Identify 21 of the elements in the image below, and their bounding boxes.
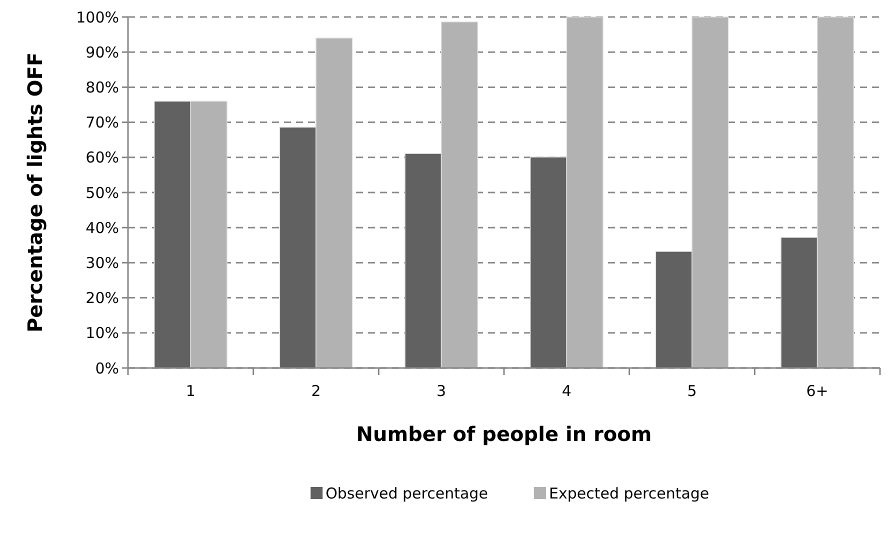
y-tick-label: 50% bbox=[86, 184, 119, 202]
y-tick-label: 100% bbox=[76, 8, 119, 26]
x-tick-label: 3 bbox=[436, 382, 446, 400]
y-tick-label: 10% bbox=[86, 324, 119, 342]
y-tick-label: 0% bbox=[95, 359, 119, 378]
legend-label: Expected percentage bbox=[549, 484, 710, 502]
y-tick-label: 70% bbox=[86, 114, 119, 132]
y-axis-title: Percentage of lights OFF bbox=[23, 52, 47, 333]
x-tick-label: 5 bbox=[687, 382, 697, 400]
x-tick-label: 6+ bbox=[806, 382, 828, 400]
y-tick-label: 90% bbox=[86, 43, 119, 62]
x-tick-label: 2 bbox=[311, 382, 321, 400]
y-tick-label: 20% bbox=[86, 289, 119, 308]
x-tick-label: 1 bbox=[186, 382, 196, 400]
x-tick-label: 4 bbox=[562, 382, 572, 400]
y-tick-label: 40% bbox=[86, 218, 119, 237]
legend-label: Observed percentage bbox=[326, 484, 488, 502]
x-axis-title: Number of people in room bbox=[356, 422, 652, 446]
y-tick-label: 80% bbox=[86, 78, 119, 96]
y-tick-label: 60% bbox=[86, 148, 119, 167]
y-tick-label: 30% bbox=[86, 254, 119, 272]
